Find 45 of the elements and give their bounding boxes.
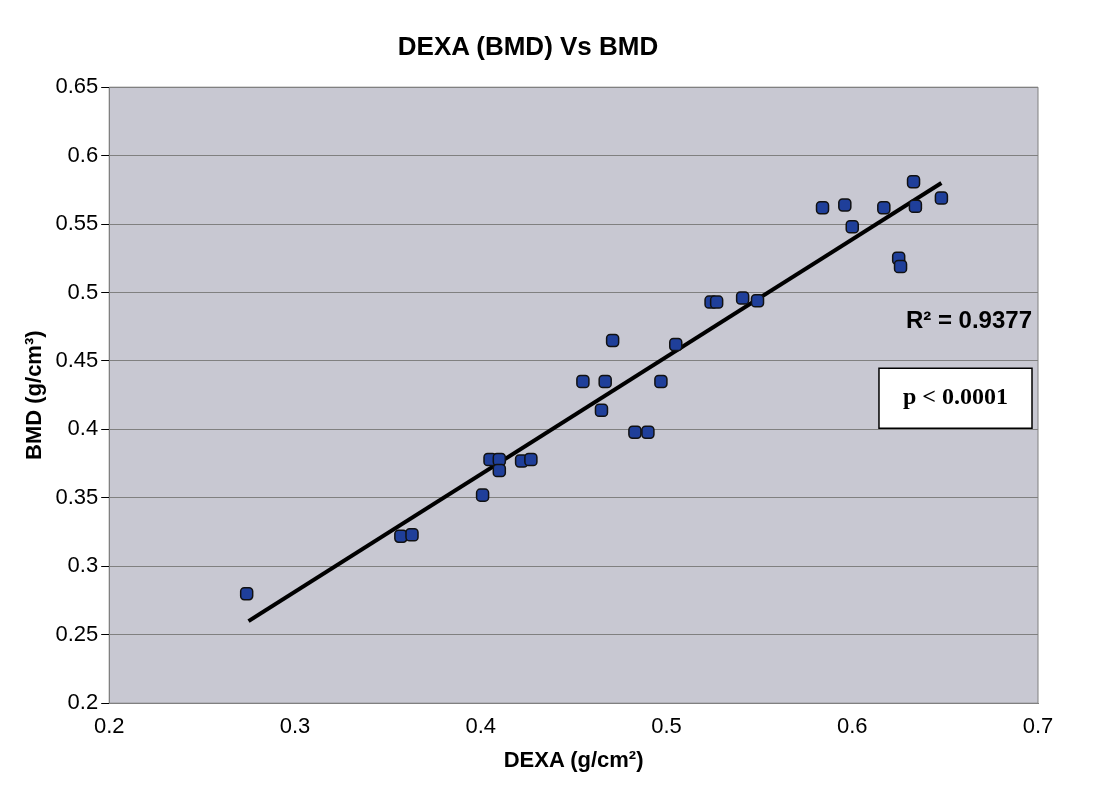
point	[576, 374, 590, 389]
point	[598, 374, 612, 389]
point	[239, 586, 254, 601]
point	[845, 220, 859, 234]
x-tick-label: 0.3	[279, 713, 311, 739]
y-tick-label: 0.4	[67, 415, 99, 441]
y-tick-label: 0.5	[67, 278, 99, 304]
y-tick-label: 0.35	[55, 483, 99, 509]
y-tick-label: 0.45	[55, 347, 99, 373]
point	[669, 337, 683, 352]
point	[908, 199, 923, 214]
point	[838, 198, 852, 212]
point	[605, 333, 620, 348]
point	[815, 200, 830, 215]
point	[934, 191, 949, 205]
chart-title: DEXA (BMD) Vs BMD	[397, 30, 659, 61]
point	[594, 403, 609, 418]
point	[641, 425, 655, 439]
x-tick-label: 0.7	[1022, 713, 1054, 739]
x-tick-label: 0.5	[651, 713, 682, 739]
y-tick-label: 0.6	[67, 141, 99, 167]
point	[524, 452, 538, 467]
annotation: p < 0.0001	[902, 383, 1008, 410]
y-tick-label: 0.55	[55, 210, 99, 236]
point	[628, 425, 642, 439]
point	[750, 293, 765, 308]
point	[893, 259, 908, 274]
point	[709, 295, 724, 309]
point	[405, 528, 419, 542]
point	[735, 291, 750, 305]
point	[877, 200, 891, 215]
x-tick-label: 0.6	[836, 713, 868, 739]
x-tick-label: 0.4	[465, 713, 497, 739]
y-tick-label: 0.3	[67, 552, 99, 578]
y-axis-title: BMD (g/cm³)	[21, 330, 47, 460]
y-tick-label: 0.25	[55, 620, 99, 646]
point	[492, 463, 507, 478]
point	[654, 374, 668, 389]
y-tick-label: 0.65	[55, 73, 99, 99]
x-tick-label: 0.2	[93, 713, 125, 739]
y-tick-label: 0.2	[67, 689, 99, 715]
point	[475, 488, 490, 502]
annotation: R² = 0.9377	[905, 305, 1032, 333]
point	[906, 174, 921, 189]
x-axis-title: DEXA (g/cm²)	[503, 746, 644, 772]
